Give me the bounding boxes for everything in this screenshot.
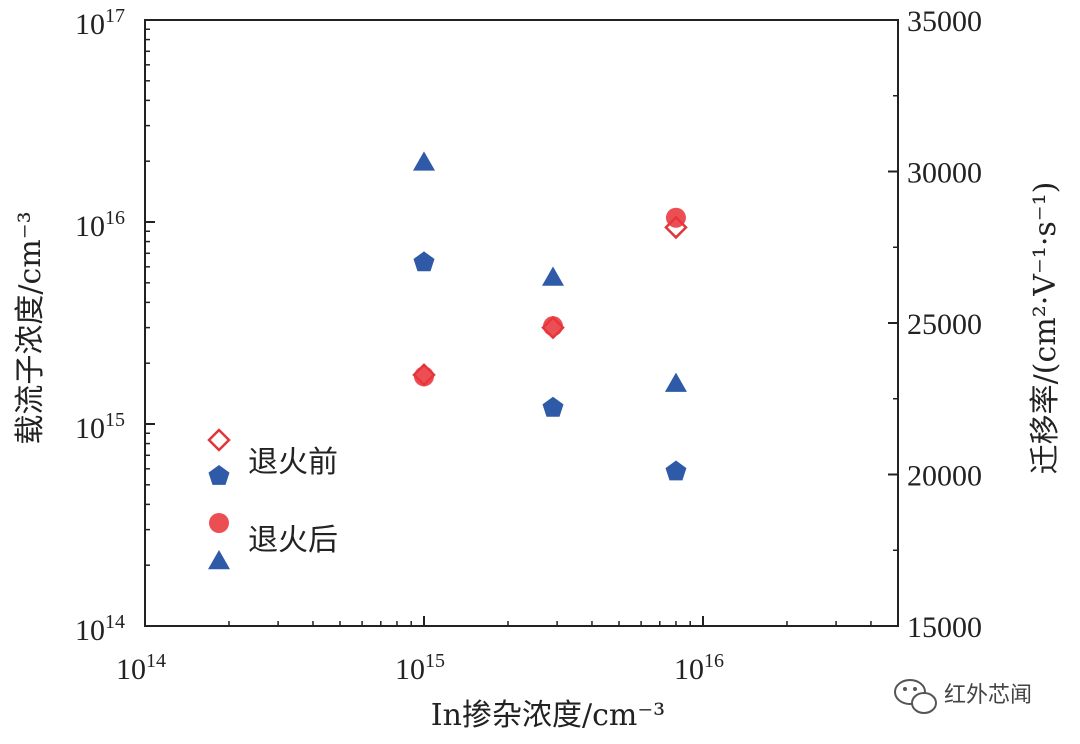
axis-ticks (144, 19, 899, 627)
data-point-pentagon (665, 460, 687, 481)
x-tick-label: 1014 (116, 650, 166, 686)
data-point-triangle (542, 266, 565, 286)
legend: 退火前 退火后 (207, 428, 338, 570)
data-points (412, 151, 688, 481)
data-point-pentagon (413, 251, 435, 272)
tick-labels: 1014 1015 1016 1014 1015 1016 1017 15000 20000 25… (75, 5, 982, 686)
data-point-pentagon (542, 396, 564, 417)
y-left-tick-label: 1015 (75, 409, 125, 445)
wechat-icon (894, 679, 937, 714)
y-right-tick-label: 35000 (907, 5, 982, 38)
legend-label-before: 退火前 (248, 445, 338, 480)
data-point-circle (665, 207, 686, 228)
legend-marker-diamond-open (207, 428, 231, 452)
y-right-tick-label: 15000 (907, 611, 982, 644)
legend-marker-triangle (208, 550, 230, 570)
data-point-circle (543, 316, 564, 337)
data-point-triangle (412, 151, 435, 171)
legend-label-after: 退火后 (248, 523, 338, 558)
data-point-triangle (664, 372, 687, 392)
y-left-tick-label: 1017 (75, 5, 125, 41)
legend-marker-circle (209, 513, 229, 533)
y-right-axis-title: 迁移率/(cm²·V⁻¹·s⁻¹) (1028, 182, 1063, 475)
data-point-circle (413, 366, 434, 387)
y-right-tick-label: 30000 (907, 157, 982, 190)
x-tick-label: 1015 (395, 650, 445, 686)
y-right-tick-label: 25000 (907, 308, 982, 341)
y-left-tick-label: 1014 (75, 611, 125, 647)
x-axis-title: In掺杂浓度/cm⁻³ (431, 698, 665, 733)
y-left-axis-title: 载流子浓度/cm⁻³ (13, 211, 48, 444)
legend-marker-pentagon (208, 465, 230, 485)
y-right-tick-label: 20000 (907, 460, 982, 493)
y-left-tick-label: 1016 (75, 207, 125, 243)
x-tick-label: 1016 (674, 650, 724, 686)
watermark-text: 红外芯闻 (944, 683, 1032, 708)
watermark: 红外芯闻 (894, 679, 1032, 714)
